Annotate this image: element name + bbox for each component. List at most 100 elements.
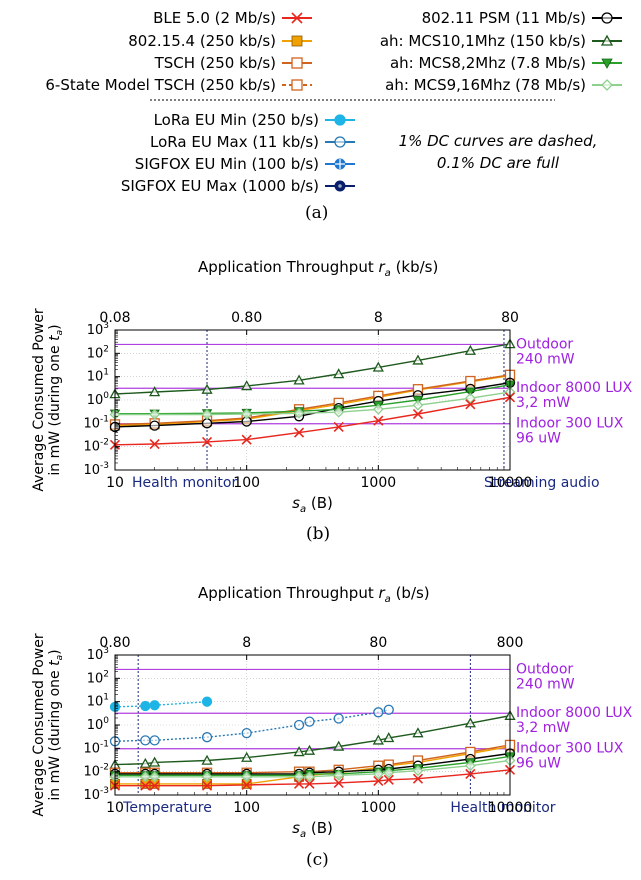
chart-c-point-ah-mcs9-16mhz-78-mb-s-11 [464, 760, 476, 772]
chart-b-vline-label-1: Streaming audio [484, 475, 600, 491]
chart-c-ytick-2: 10-1 [83, 739, 109, 756]
chart-b-point-ble-5-0-2-mb-s-7 [412, 408, 424, 420]
chart-b-toptick-3: 80 [501, 310, 519, 326]
chart-c-point-ah-mcs10-1mhz-150-kb-s-3 [201, 754, 213, 765]
chart-b-point-ah-mcs9-16mhz-78-mb-s-5 [333, 406, 345, 418]
chart-c-point-lora-eu-max-11-kb-s-6 [304, 716, 315, 727]
legend-label-sigfox-max: SIGFOX EU Max (1000 b/s) [120, 177, 319, 195]
chart-b-line-ah-mcs9-16mhz-78-mb-s [115, 391, 511, 416]
chart-b-ytick-1: 10-2 [83, 438, 109, 455]
chart-c-point-lora-eu-max-11-kb-s-8 [373, 707, 384, 718]
chart-c-point-ah-mcs10-1mhz-150-kb-s-7 [333, 740, 345, 751]
chart-b-point-ah-mcs9-16mhz-78-mb-s-4 [293, 407, 305, 419]
chart-c-point-ah-mcs10-1mhz-150-kb-s-10 [412, 727, 424, 738]
chart-b-point-ah-mcs9-16mhz-78-mb-s-7 [412, 399, 424, 411]
chart-b-series-ah-mcs9-16mhz-78-mb-s [109, 386, 516, 420]
legend-label-lora-min: LoRa EU Min (250 b/s) [153, 111, 319, 129]
chart-c-point-ah-mcs10-1mhz-150-kb-s-4 [241, 751, 253, 762]
chart-b-point-ble-5-0-2-mb-s-8 [465, 399, 476, 410]
legend-label-6state-tsch: 6-State Model TSCH (250 kb/s) [45, 76, 276, 94]
chart-c-point-ah-mcs9-16mhz-78-mb-s-1 [139, 771, 151, 783]
chart-b-frame [114, 329, 511, 471]
chart-b-xtick-2: 1000 [361, 475, 397, 491]
chart-c-point-ah-mcs10-1mhz-150-kb-s-1 [139, 757, 151, 768]
chart-c-point-ah-mcs10-1mhz-150-kb-s-9 [383, 732, 395, 743]
chart-c-point-ah-mcs10-1mhz-150-kb-s-6 [303, 744, 316, 755]
chart-b-hline-label-1: Indoor 8000 LUX [516, 380, 633, 396]
legend-marker-lpwan-0 [334, 114, 346, 126]
chart-c-ytick-3: 100 [87, 716, 110, 733]
chart-c-point-ble-5-0-2-mb-s-10 [412, 773, 424, 784]
chart-b-xtick-0: 10 [106, 475, 124, 491]
chart-b-point-ah-mcs10-1mhz-150-kb-s-5 [333, 368, 345, 379]
chart-b-point-ah-mcs9-16mhz-78-mb-s-6 [372, 403, 384, 415]
chart-c-point-lora-eu-min-250-b-s-1 [140, 700, 151, 712]
chart-b-toptick-0: 0.08 [99, 310, 130, 326]
legend-marker-lpwan-2 [334, 158, 346, 170]
chart-b-ytick-0: 10-3 [83, 461, 109, 478]
chart-c-hline-label-2: Indoor 300 LUX [516, 741, 624, 757]
chart-c-point-ah-mcs10-1mhz-150-kb-s-2 [149, 756, 161, 767]
chart-b-point-ah-mcs10-1mhz-150-kb-s-4 [293, 374, 305, 385]
chart-b-line-ble-5-0-2-mb-s [114, 396, 511, 446]
chart-c-point-ah-mcs9-16mhz-78-mb-s-7 [333, 769, 345, 781]
chart-b-point-ble-5-0-2-mb-s-2 [201, 436, 213, 447]
chart-b-line-802-11-psm-11-mb-s [114, 382, 511, 428]
chart-c-point-ah-mcs9-16mhz-78-mb-s-2 [149, 771, 161, 783]
chart-c-top-title: Application Throughput ra (b/s) [198, 584, 430, 605]
legend-label-80211: 802.11 PSM (11 Mb/s) [421, 9, 586, 27]
chart-c-point-lora-eu-max-11-kb-s-4 [241, 727, 252, 739]
chart-b-point-ah-mcs10-1mhz-150-kb-s-6 [372, 361, 384, 372]
chart-b-ytick-3: 100 [87, 391, 110, 408]
chart-c-point-lora-eu-min-250-b-s-2 [149, 700, 160, 711]
chart-c-point-ah-mcs9-16mhz-78-mb-s-6 [304, 771, 315, 783]
legend-note-line2: 0.1% DC are full [436, 154, 560, 172]
chart-b-ytick-2: 10-1 [83, 414, 109, 431]
chart-b-point-ah-mcs10-1mhz-150-kb-s-7 [412, 354, 424, 365]
legend: BLE 5.0 (2 Mb/s) 802.15.4 (250 kb/s) TSC… [0, 0, 641, 200]
chart-c-point-ble-5-0-2-mb-s-7 [333, 777, 344, 788]
chart-c-toptick-1: 8 [242, 635, 251, 651]
chart-b-hline-value-1: 3,2 mW [516, 395, 570, 411]
chart-c-point-ble-5-0-2-mb-s-1 [140, 780, 151, 791]
legend-marker-left-1 [291, 35, 303, 47]
chart-b-point-ah-mcs9-16mhz-78-mb-s-2 [201, 409, 213, 420]
chart-b-hline-value-0: 240 mW [516, 351, 575, 367]
legend-marker-left-0 [291, 12, 303, 24]
chart-b-point-ble-5-0-2-mb-s-5 [333, 421, 344, 433]
chart-b-point-ah-mcs10-1mhz-150-kb-s-1 [149, 386, 161, 397]
chart-c-ylabel: Average Consumed Power in mW (during one … [31, 633, 65, 816]
chart-c-xtick-3: 10000 [488, 800, 533, 816]
chart-c-point-ble-5-0-2-mb-s-9 [383, 774, 394, 785]
chart-c-point-ah-mcs9-16mhz-78-mb-s-4 [241, 771, 253, 783]
chart-c-point-ble-5-0-2-mb-s-4 [241, 779, 252, 791]
chart-b-point-ble-5-0-2-mb-s-3 [241, 434, 252, 445]
chart-b-point-ah-mcs9-16mhz-78-mb-s-1 [149, 409, 161, 420]
caption-c: (c) [306, 850, 329, 870]
chart-b-top-title: Application Throughput ra (kb/s) [198, 258, 438, 279]
chart-c-point-ah-mcs10-1mhz-150-kb-s-11 [464, 717, 476, 728]
chart-c-series-ble-5-0-2-mb-s [109, 764, 516, 791]
chart-c-series-lora-eu-max-11-kb-s [109, 704, 394, 747]
chart-b-line-802-15-4-250-kb-s [114, 375, 511, 427]
chart-c-point-ble-5-0-2-mb-s-3 [201, 780, 213, 791]
chart-b-hline-label-0: Outdoor [516, 336, 573, 352]
legend-label-lora-max: LoRa EU Max (11 kb/s) [150, 133, 319, 151]
chart-c-point-lora-eu-max-11-kb-s-7 [333, 713, 344, 724]
chart-c-series-ah-mcs10-1mhz-150-kb-s [109, 709, 516, 769]
chart-b-point-802-11-psm-11-mb-s-1 [149, 420, 160, 431]
legend-marker-right-0 [601, 12, 613, 24]
chart-b-point-802-11-psm-11-mb-s-2 [201, 418, 213, 429]
chart-b-toptick-2: 8 [374, 310, 383, 326]
legend-note-line1: 1% DC curves are dashed, [398, 132, 598, 150]
chart-b-xtick-3: 10000 [488, 475, 533, 491]
chart-c-series-ah-mcs9-16mhz-78-mb-s [109, 755, 516, 783]
chart-b-series-ble-5-0-2-mb-s [109, 392, 516, 450]
chart-b-point-ah-mcs9-16mhz-78-mb-s-3 [241, 408, 253, 420]
chart-c-top-title-text: Application Throughput ra (b/s) [198, 584, 430, 605]
chart-b-ylabel: Average Consumed Power in mW (during one … [31, 308, 65, 491]
legend-marker-right-2 [601, 58, 613, 69]
chart-c-point-lora-eu-max-11-kb-s-3 [201, 732, 213, 743]
